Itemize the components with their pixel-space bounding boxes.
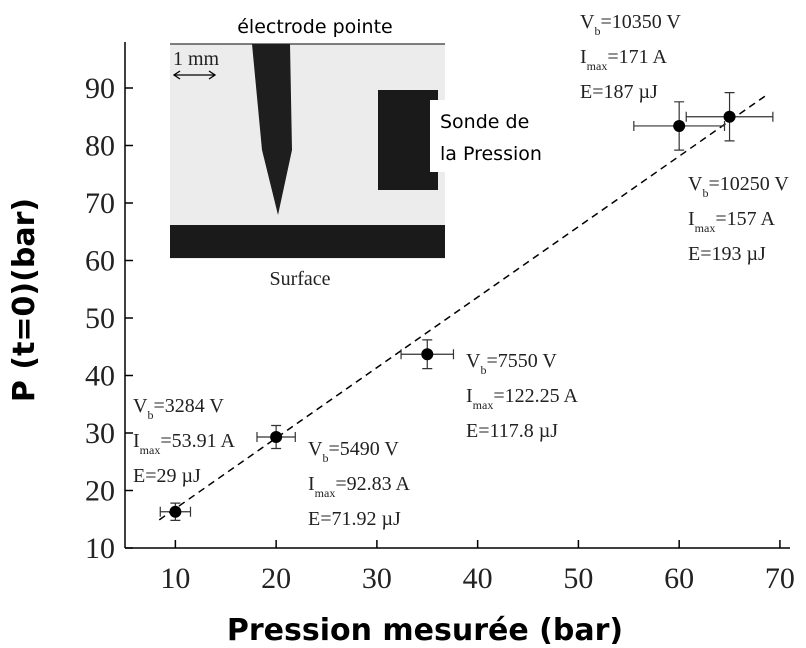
- point: [169, 505, 182, 518]
- annotation: E=117.8 µJ: [466, 420, 558, 442]
- annotation-part: E=29 µJ: [133, 465, 201, 487]
- electrode: [252, 44, 292, 215]
- annotation-part: I: [133, 430, 140, 452]
- annotation: Vb=3284 V: [133, 395, 224, 422]
- annotation-part: b: [322, 451, 328, 465]
- annotation: E=29 µJ: [133, 465, 201, 487]
- y-tick-label: 20: [85, 475, 115, 508]
- scale-arrow: [208, 70, 217, 80]
- annotation: Imax=92.83 A: [308, 473, 411, 500]
- annotation-part: max: [695, 221, 716, 235]
- x-tick-label: 40: [463, 562, 493, 595]
- annotation-part: max: [140, 443, 161, 457]
- x-tick-label: 60: [664, 562, 694, 595]
- annotation-part: I: [466, 385, 473, 407]
- scale-arrow: [172, 70, 181, 80]
- y-axis-title: P (t=0)(bar): [7, 198, 42, 402]
- annotation-part: V: [466, 350, 481, 372]
- x-tick-label: 30: [362, 562, 392, 595]
- x-tick-label: 50: [563, 562, 593, 595]
- annotation-part: =92.83 A: [335, 473, 410, 495]
- annotation-part: V: [580, 11, 595, 33]
- annotation-part: b: [147, 408, 153, 422]
- y-tick-label: 40: [85, 360, 115, 393]
- annotation-part: E=187 µJ: [580, 81, 658, 103]
- probe-label: la Pression: [440, 143, 542, 165]
- annotation-part: =122.25 A: [493, 385, 578, 407]
- x-tick-label: 20: [261, 562, 291, 595]
- annotation-part: V: [308, 438, 323, 460]
- probe-label-box: [430, 100, 555, 172]
- annotation-part: E=71.92 µJ: [308, 508, 401, 530]
- annotation-part: =5490 V: [328, 438, 399, 460]
- annotation: Imax=157 A: [688, 208, 776, 235]
- y-tick-label: 90: [85, 72, 115, 105]
- annotation: Vb=5490 V: [308, 438, 399, 465]
- annotation: Imax=122.25 A: [466, 385, 579, 412]
- x-axis-title: Pression mesurée (bar): [227, 613, 623, 648]
- annotation-part: max: [473, 398, 494, 412]
- annotation: Vb=10250 V: [688, 173, 789, 200]
- annotation-part: b: [702, 186, 708, 200]
- annotation-part: b: [594, 24, 600, 38]
- annotation-part: V: [688, 173, 703, 195]
- point: [723, 110, 736, 123]
- scale-label: 1 mm: [173, 48, 220, 70]
- y-tick-label: 70: [85, 187, 115, 220]
- annotation-part: V: [133, 395, 148, 417]
- probe-label: Sonde de: [440, 111, 529, 133]
- annotation: Imax=171 A: [580, 46, 668, 73]
- annotation-part: =7550 V: [486, 350, 557, 372]
- point: [421, 348, 434, 361]
- annotation-part: max: [315, 486, 336, 500]
- annotation-part: =10350 V: [600, 11, 681, 33]
- x-tick-label: 10: [160, 562, 190, 595]
- inset: 1 mm électrode pointe Sonde de la Pressi…: [170, 16, 555, 290]
- x-tick-label: 70: [765, 562, 795, 595]
- surface-label: Surface: [269, 268, 330, 290]
- annotation-part: =157 A: [715, 208, 775, 230]
- annotation-part: E=193 µJ: [688, 243, 766, 265]
- annotation-part: =3284 V: [153, 395, 224, 417]
- annotation: E=71.92 µJ: [308, 508, 401, 530]
- annotation-part: b: [480, 363, 486, 377]
- annotation: Vb=7550 V: [466, 350, 557, 377]
- y-tick-label: 80: [85, 130, 115, 163]
- y-tick-label: 60: [85, 245, 115, 278]
- annotation: E=187 µJ: [580, 81, 658, 103]
- y-tick-label: 30: [85, 417, 115, 450]
- annotation: E=193 µJ: [688, 243, 766, 265]
- point: [673, 119, 686, 132]
- annotation-part: I: [580, 46, 587, 68]
- annotation-part: =171 A: [607, 46, 667, 68]
- annotation-part: I: [688, 208, 695, 230]
- y-tick-label: 10: [85, 532, 115, 565]
- annotation-part: =53.91 A: [160, 430, 235, 452]
- y-tick-label: 50: [85, 302, 115, 335]
- annotation-part: I: [308, 473, 315, 495]
- annotation-part: E=117.8 µJ: [466, 420, 558, 442]
- annotation-part: max: [587, 59, 608, 73]
- probe: [378, 90, 438, 190]
- inset-title: électrode pointe: [237, 16, 393, 38]
- annotation: Vb=10350 V: [580, 11, 681, 38]
- surface-bar: [170, 225, 445, 258]
- fit-line: [158, 94, 768, 521]
- point: [270, 431, 283, 444]
- annotation-part: =10250 V: [708, 173, 789, 195]
- annotation: Imax=53.91 A: [133, 430, 236, 457]
- error-bars: [633, 101, 726, 151]
